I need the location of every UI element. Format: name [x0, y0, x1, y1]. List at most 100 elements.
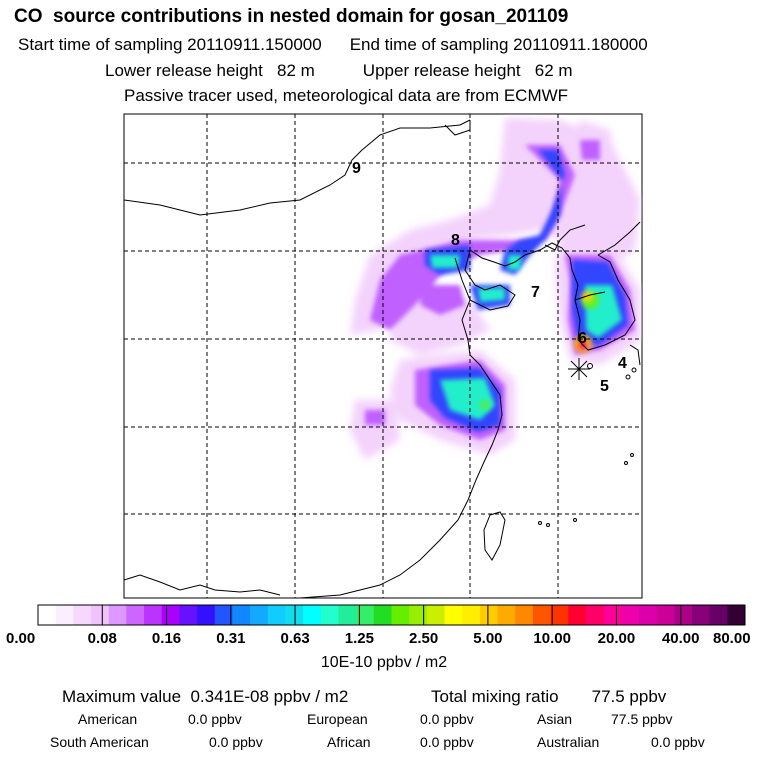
- colorbar-tick-label: 0.63: [280, 630, 310, 647]
- south-china-inland: [124, 574, 281, 596]
- island-4: [630, 453, 634, 457]
- colorbar-swatch: [709, 605, 728, 625]
- colorbar-swatch: [73, 605, 92, 625]
- colorbar-swatch: [303, 605, 322, 625]
- colorbar-tick-label: 0.16: [151, 630, 182, 647]
- colorbar-tick-label: 80.00: [713, 630, 751, 647]
- colorbar-swatch: [426, 605, 446, 625]
- colorbar-swatch: [267, 605, 286, 625]
- coastlines: [124, 119, 641, 598]
- upper-release-height: Upper release height 62 m: [362, 61, 573, 80]
- colorbar-tick-label: 0.08: [87, 630, 117, 647]
- plume-cyan-8: [430, 255, 460, 268]
- plume-outer-sw: [350, 400, 400, 460]
- coast-liaodong: [469, 242, 573, 271]
- colorbar-swatch: [479, 605, 499, 625]
- colorbar-swatch: [621, 605, 640, 625]
- map-label-4: 4: [618, 355, 627, 372]
- map-label-7: 7: [531, 284, 540, 301]
- coast-shandong: [299, 299, 503, 598]
- island-1: [625, 374, 631, 380]
- colorbar-swatch: [108, 605, 127, 625]
- colorbar-swatch: [585, 605, 605, 625]
- colorbar-swatch: [356, 605, 375, 625]
- colorbar-tick-label: 1.25: [344, 630, 374, 647]
- colorbar-unit: 10E-10 ppbv / m2: [320, 654, 448, 671]
- plume-violet-central: [420, 285, 465, 315]
- border-north: [124, 119, 471, 216]
- plume-violet-north: [370, 145, 575, 330]
- colorbar-swatch: [515, 605, 534, 625]
- map-label-9: 9: [352, 160, 361, 177]
- tracer-info: Passive tracer used, meteorological data…: [124, 86, 569, 105]
- colorbar-swatch: [38, 605, 57, 625]
- total-mixing-ratio: Total mixing ratio 77.5 ppbv: [431, 687, 667, 706]
- map-label-8: 8: [451, 232, 460, 249]
- colorbar-swatch: [532, 605, 552, 625]
- colorbar-swatch: [674, 605, 693, 625]
- colorbar-swatch: [285, 605, 304, 625]
- colorbar-tick-label: 20.00: [597, 630, 636, 647]
- island-2: [631, 367, 637, 373]
- colorbar-swatch: [727, 605, 746, 625]
- maximum-value: Maximum value 0.341E-08 ppbv / m2: [62, 687, 349, 706]
- island-5: [538, 521, 542, 525]
- map-label-6: 6: [578, 330, 587, 347]
- colorbar-swatch: [444, 605, 463, 625]
- asian-value: 77.5 ppbv: [611, 711, 673, 727]
- american-label: American: [78, 711, 138, 727]
- island-7: [573, 518, 577, 522]
- graticule: [124, 114, 642, 598]
- receptor-marker: [568, 358, 590, 380]
- colorbar-swatch: [391, 605, 410, 625]
- colorbar-swatch: [55, 605, 74, 625]
- plume-violet-sw: [365, 410, 385, 425]
- coast-russia: [597, 221, 641, 256]
- border-korea: [574, 291, 606, 301]
- colorbar-swatch: [214, 605, 233, 625]
- colorbar-swatch: [320, 605, 339, 625]
- plume-cyan-central: [478, 288, 505, 302]
- island-6: [546, 523, 550, 527]
- south-american-label: South American: [50, 734, 149, 750]
- african-label: African: [327, 734, 371, 750]
- colorbar-swatch: [568, 605, 587, 625]
- australian-label: Australian: [537, 734, 600, 750]
- border-russia: [544, 224, 586, 251]
- colorbar-swatch: [126, 605, 145, 625]
- map-label-5: 5: [600, 378, 609, 395]
- colorbar-swatch: [550, 605, 569, 625]
- colorbar-swatch: [462, 605, 481, 625]
- colorbar: [37, 604, 746, 626]
- colorbar-swatch: [603, 605, 622, 625]
- colorbar-swatch: [409, 605, 428, 625]
- african-value: 0.0 ppbv: [420, 734, 474, 750]
- colorbar-tick-label: 5.00: [473, 630, 503, 647]
- end-time: End time of sampling 20110911.180000: [349, 35, 648, 54]
- plume-blue-north: [500, 150, 565, 275]
- japan-kyushu: [629, 344, 641, 366]
- colorbar-swatch: [250, 605, 269, 625]
- colorbar-frame: [37, 604, 746, 626]
- colorbar-swatch: [497, 605, 516, 625]
- start-time: Start time of sampling 20110911.150000: [18, 35, 322, 54]
- colorbar-tick-label: 2.50: [409, 630, 439, 647]
- colorbar-swatch: [179, 605, 198, 625]
- lower-release-height: Lower release height 82 m: [105, 61, 315, 80]
- colorbar-tick-label: 0.00: [6, 630, 36, 647]
- release-heights: Lower release height 82 m Upper release h…: [105, 61, 573, 81]
- colorbar-swatch: [656, 605, 675, 625]
- colorbar-swatch: [338, 605, 357, 625]
- colorbar-swatch: [691, 605, 711, 625]
- colorbar-swatch: [373, 605, 392, 625]
- american-value: 0.0 ppbv: [188, 711, 242, 727]
- colorbar-tick-label: 40.00: [661, 630, 700, 647]
- sampling-times: Start time of sampling 20110911.150000 En…: [18, 35, 648, 55]
- coast-bohai: [454, 249, 516, 311]
- south-american-value: 0.0 ppbv: [209, 734, 263, 750]
- island-3: [624, 461, 628, 465]
- colorbar-swatch: [161, 605, 180, 625]
- hotspot-south-green: [479, 399, 491, 411]
- colorbar-swatch: [144, 605, 163, 625]
